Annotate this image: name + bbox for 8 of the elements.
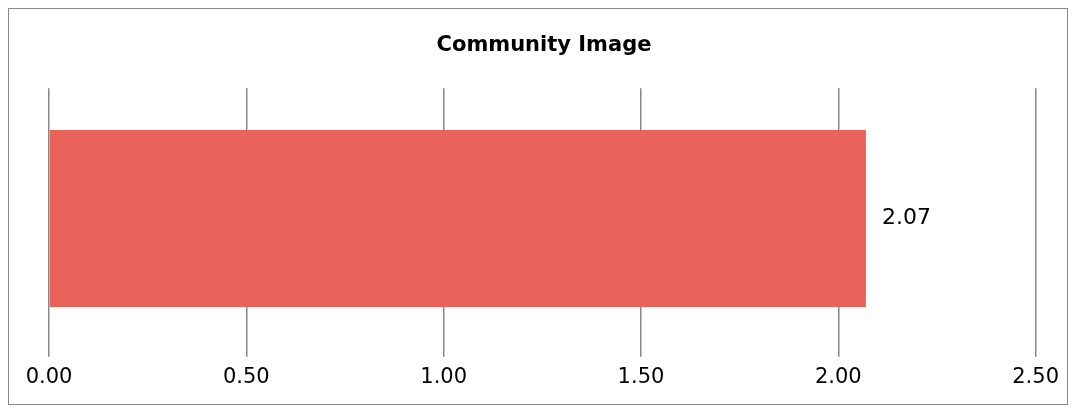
data-label: 2.07 bbox=[881, 204, 931, 230]
x-tick-label: 0.50 bbox=[222, 363, 270, 388]
x-tick-label: 1.50 bbox=[617, 363, 665, 388]
chart-title: Community Image bbox=[436, 32, 652, 57]
x-tick-label: 2.00 bbox=[814, 363, 862, 388]
x-tick-label: 0.00 bbox=[25, 363, 73, 388]
x-tick-label: 1.00 bbox=[420, 363, 468, 388]
x-tick-label: 2.50 bbox=[1012, 363, 1059, 388]
